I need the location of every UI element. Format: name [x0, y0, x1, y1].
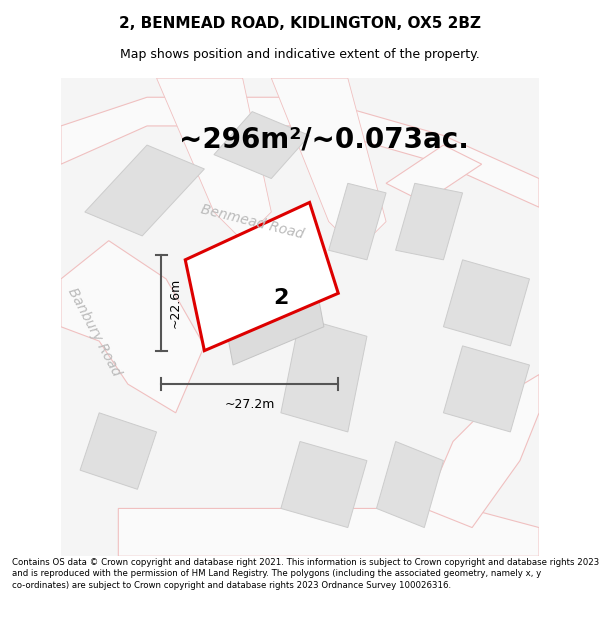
Text: Banbury Road: Banbury Road — [65, 285, 124, 378]
Polygon shape — [219, 250, 324, 365]
Text: Map shows position and indicative extent of the property.: Map shows position and indicative extent… — [120, 48, 480, 61]
Polygon shape — [271, 78, 386, 250]
Polygon shape — [443, 346, 530, 432]
Text: Benmead Road: Benmead Road — [199, 202, 305, 241]
Text: 2, BENMEAD ROAD, KIDLINGTON, OX5 2BZ: 2, BENMEAD ROAD, KIDLINGTON, OX5 2BZ — [119, 16, 481, 31]
Polygon shape — [118, 509, 539, 556]
Polygon shape — [85, 145, 205, 236]
Polygon shape — [214, 112, 310, 179]
Polygon shape — [281, 317, 367, 432]
Polygon shape — [443, 260, 530, 346]
Polygon shape — [386, 145, 482, 202]
Text: ~22.6m: ~22.6m — [169, 278, 182, 328]
Text: ~27.2m: ~27.2m — [224, 399, 275, 411]
Polygon shape — [395, 183, 463, 260]
Polygon shape — [424, 374, 539, 528]
Text: Contains OS data © Crown copyright and database right 2021. This information is : Contains OS data © Crown copyright and d… — [12, 558, 599, 590]
Polygon shape — [61, 98, 539, 208]
Polygon shape — [80, 412, 157, 489]
Polygon shape — [329, 183, 386, 260]
Text: 2: 2 — [273, 288, 289, 308]
Polygon shape — [61, 78, 539, 556]
Polygon shape — [377, 441, 443, 528]
Polygon shape — [157, 78, 271, 241]
Polygon shape — [185, 202, 338, 351]
Text: ~296m²/~0.073ac.: ~296m²/~0.073ac. — [179, 126, 469, 154]
Polygon shape — [61, 241, 205, 412]
Polygon shape — [281, 441, 367, 528]
